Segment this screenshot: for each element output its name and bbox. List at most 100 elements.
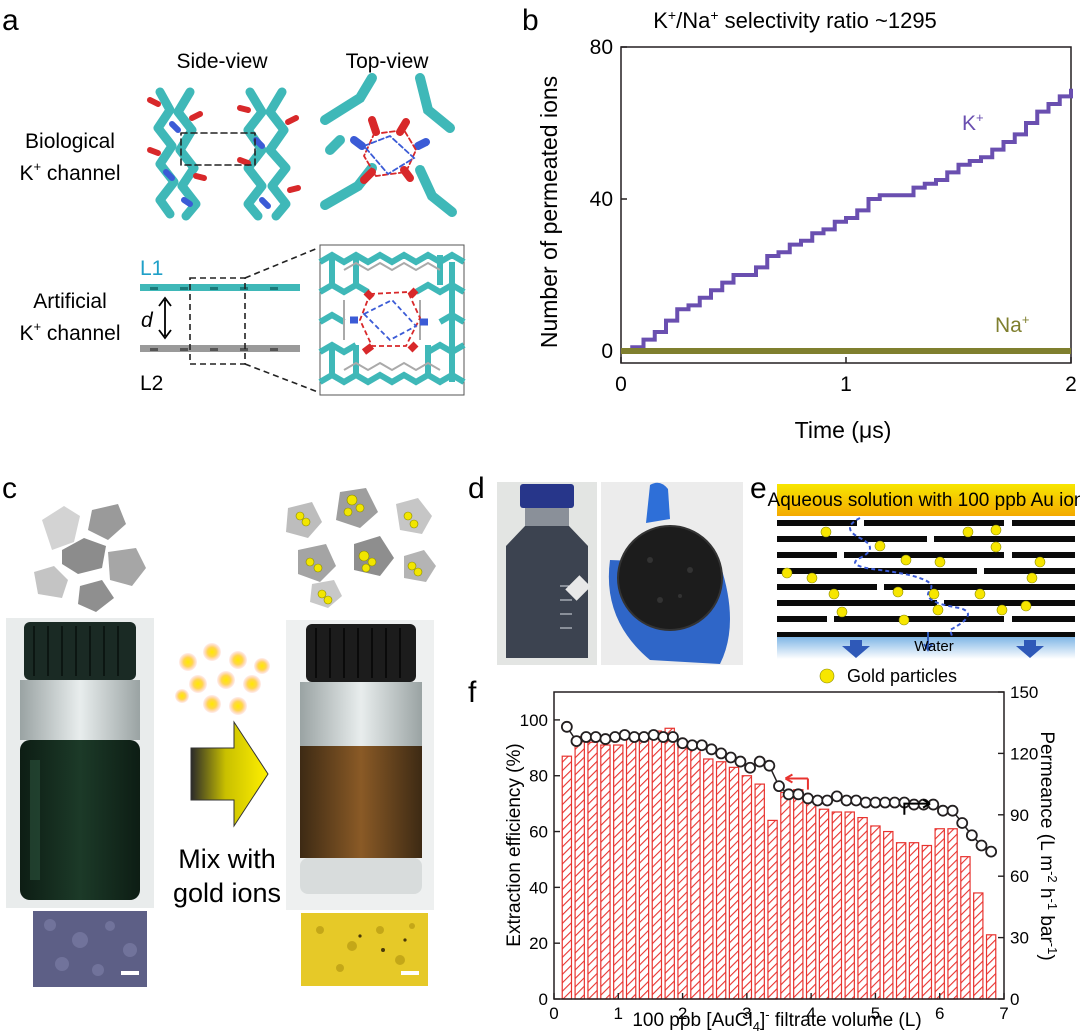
scale-bar-right	[401, 971, 419, 975]
graphene-flakes-illustration	[34, 504, 146, 612]
chart-f-y2tick-label: 150	[1010, 683, 1038, 702]
bar-extraction-efficiency	[985, 934, 997, 1000]
bar-extraction-efficiency	[767, 819, 778, 1000]
bar-extraction-efficiency	[574, 736, 585, 1000]
bar-extraction-efficiency	[947, 828, 958, 1000]
chart-f-xtick-label: 7	[999, 1004, 1008, 1023]
bar-extraction-efficiency	[960, 856, 971, 1000]
artificial-top-view-image	[318, 244, 466, 396]
permeance-marker	[792, 788, 805, 801]
permeance-marker	[609, 731, 621, 743]
chart-f-xtick-label: 4	[806, 1004, 815, 1023]
gold-particles	[781, 524, 1046, 626]
bar-extraction-efficiency	[613, 744, 624, 1000]
chart-f-xtick-label: 6	[935, 1004, 944, 1023]
chart-f-xtick-label: 3	[742, 1004, 751, 1023]
layer-l2-label: L2	[140, 372, 163, 395]
graphene-dispersion-vial-photo	[6, 618, 154, 908]
graphene-sem-image	[33, 911, 147, 987]
flow-arrow-left	[842, 640, 870, 658]
bar-extraction-efficiency	[921, 844, 933, 1000]
bar-extraction-efficiency	[780, 791, 791, 1000]
permeance-marker	[560, 720, 573, 733]
bar-extraction-efficiency	[690, 747, 701, 1000]
permeance-marker	[869, 796, 882, 809]
biological-top-view-image	[320, 73, 457, 217]
flow-arrow-right	[1016, 640, 1044, 658]
panel-e: e Aqueous solution with 100 ppb Au ion W…	[750, 472, 1080, 686]
permeance-marker	[763, 759, 776, 772]
artificial-side-view-image: L1 L2 d	[140, 247, 319, 395]
mix-label-line1: Mix with	[178, 844, 276, 874]
solution-banner-text: Aqueous solution with 100 ppb Au ion	[768, 490, 1080, 511]
permeance-marker	[879, 796, 891, 809]
chart-b-title: K+/Na+ selectivity ratio ~1295	[653, 7, 937, 33]
mix-label-line2: gold ions	[173, 878, 281, 908]
permeance-marker	[618, 729, 631, 741]
chart-b-ylabel: Number of permeated ions	[536, 76, 562, 348]
permeance-marker	[628, 731, 641, 743]
side-view-heading: Side-view	[176, 50, 268, 73]
membrane-layers	[777, 520, 1075, 637]
permeance-marker	[695, 739, 708, 752]
chart-f-ytick-label: 100	[520, 711, 548, 730]
gold-decorated-flakes-illustration	[286, 488, 436, 608]
chart-b-ytick-label: 80	[590, 36, 613, 59]
water-path	[849, 517, 969, 643]
bar-extraction-efficiency	[973, 892, 984, 1000]
panel-a: a Side-view Top-view Biological K+ chann…	[2, 4, 466, 396]
artificial-label-line2: K+ channel	[19, 319, 120, 345]
permeance-marker	[676, 737, 689, 750]
bar-extraction-efficiency	[561, 755, 573, 1000]
bar-extraction-efficiency	[677, 744, 688, 1000]
permeance-marker	[821, 794, 834, 807]
gold-ions-illustration	[175, 643, 270, 715]
bar-extraction-efficiency	[908, 842, 920, 1000]
panel-c: c	[2, 472, 436, 987]
chart-f-y2tick-label: 120	[1010, 744, 1038, 763]
permeance-marker	[638, 731, 650, 743]
chart-f-xtick-label: 1	[614, 1004, 623, 1023]
permeance-marker	[753, 755, 766, 768]
chart-f-ytick-label: 0	[539, 990, 548, 1009]
permeance-marker	[888, 796, 901, 809]
panel-c-label: c	[2, 472, 17, 505]
series-k-line	[621, 88, 1073, 353]
chart-f-frame	[553, 691, 1005, 1000]
scale-bar-left	[121, 971, 139, 975]
permeance-marker	[686, 739, 699, 752]
bar-extraction-efficiency	[741, 775, 753, 1000]
bar-extraction-efficiency	[754, 783, 765, 1000]
bar-extraction-efficiency	[793, 789, 804, 1000]
permeance-marker	[811, 794, 824, 807]
chart-f-xtick-label: 5	[871, 1004, 880, 1023]
chart-f-y2tick-label: 30	[1010, 929, 1029, 948]
bar-extraction-efficiency	[638, 733, 650, 1000]
chart-f-xtick-label: 2	[678, 1004, 687, 1023]
mix-arrow	[190, 720, 269, 828]
left-axis-indicator-arrow	[784, 773, 809, 790]
biological-label-line2: K+ channel	[19, 159, 120, 185]
permeance-marker	[946, 804, 959, 817]
legend-gold-label: Gold particles	[847, 666, 957, 686]
membrane-disc-photo	[601, 482, 743, 665]
bar-extraction-efficiency	[818, 808, 830, 1000]
permeance-marker	[580, 731, 593, 743]
permeance-marker	[657, 731, 670, 743]
permeance-marker	[985, 845, 998, 858]
series-na-label: Na+	[995, 312, 1029, 337]
panel-e-label: e	[750, 472, 767, 505]
permeance-marker	[975, 839, 988, 852]
legend-gold-marker	[819, 668, 835, 684]
permeance-marker	[850, 794, 863, 807]
bar-extraction-efficiency	[625, 736, 637, 1000]
right-axis-indicator-arrow	[903, 798, 931, 815]
artificial-label-line1: Artificial	[33, 290, 107, 313]
panel-d-label: d	[468, 472, 485, 505]
permeance-marker	[937, 804, 949, 817]
biological-side-view-image	[147, 87, 301, 221]
filtration-bottle-photo	[497, 482, 597, 665]
panel-d: d	[468, 472, 743, 665]
permeance-marker	[782, 788, 795, 801]
chart-f-ylabel: Extraction efficiency (%)	[504, 743, 525, 946]
